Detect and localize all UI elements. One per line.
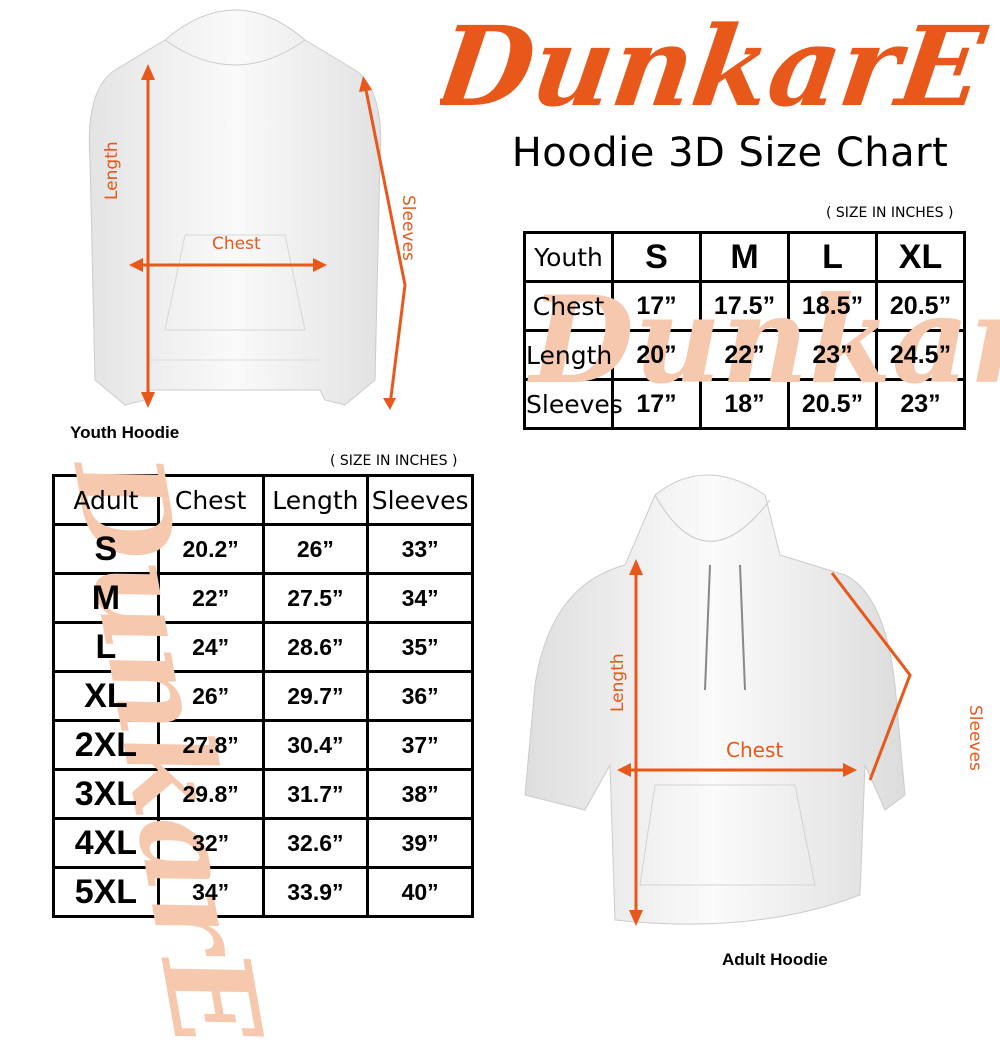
page-title: Hoodie 3D Size Chart bbox=[511, 130, 949, 176]
youth-header-cell: S bbox=[611, 231, 702, 283]
adult-row-label: S bbox=[52, 523, 160, 575]
adult-value-cell: 35” bbox=[366, 621, 474, 673]
youth-value-cell: 23” bbox=[787, 329, 878, 381]
adult-row-label: L bbox=[52, 621, 160, 673]
adult-value-cell: 38” bbox=[366, 768, 474, 820]
adult-table-header-row: Adult Chest Length Sleeves bbox=[52, 474, 474, 526]
youth-row-label: Length bbox=[523, 329, 614, 381]
adult-value-cell: 37” bbox=[366, 719, 474, 771]
adult-header-cell: Length bbox=[261, 474, 370, 526]
youth-table-row: Chest 17” 17.5” 18.5” 20.5” bbox=[523, 280, 966, 332]
adult-table-row: XL 26” 29.7” 36” bbox=[52, 670, 474, 722]
youth-value-cell: 18” bbox=[699, 378, 790, 430]
youth-header-cell: M bbox=[699, 231, 790, 283]
adult-value-cell: 34” bbox=[366, 572, 474, 624]
adult-value-cell: 30.4” bbox=[261, 719, 370, 771]
youth-header-cell: XL bbox=[875, 231, 966, 283]
adult-table-row: 5XL 34” 33.9” 40” bbox=[52, 866, 474, 918]
youth-value-cell: 17” bbox=[611, 378, 702, 430]
adult-sleeves-label: Sleeves bbox=[965, 705, 985, 771]
youth-header-cell: L bbox=[787, 231, 878, 283]
adult-value-cell: 33.9” bbox=[261, 866, 370, 918]
adult-row-label: 4XL bbox=[52, 817, 160, 869]
youth-chest-label: Chest bbox=[212, 234, 261, 254]
adult-table-row: 4XL 32” 32.6” 39” bbox=[52, 817, 474, 869]
adult-table-row: 2XL 27.8” 30.4” 37” bbox=[52, 719, 474, 771]
svg-text:DunkarE: DunkarE bbox=[440, 3, 994, 130]
adult-table-row: 3XL 29.8” 31.7” 38” bbox=[52, 768, 474, 820]
adult-header-cell: Adult bbox=[52, 474, 160, 526]
adult-value-cell: 26” bbox=[261, 523, 370, 575]
adult-value-cell: 24” bbox=[156, 621, 265, 673]
adult-value-cell: 28.6” bbox=[261, 621, 370, 673]
youth-row-label: Chest bbox=[523, 280, 614, 332]
brand-logo: DunkarE bbox=[440, 3, 994, 130]
adult-value-cell: 33” bbox=[366, 523, 474, 575]
adult-unit-note: ( SIZE IN INCHES ) bbox=[330, 453, 458, 469]
adult-chest-label: Chest bbox=[726, 738, 784, 762]
adult-size-table: Adult Chest Length Sleeves S 20.2” 26” 33” M 22” 2… bbox=[52, 474, 474, 918]
youth-value-cell: 20.5” bbox=[875, 280, 966, 332]
adult-table-row: L 24” 28.6” 35” bbox=[52, 621, 474, 673]
adult-value-cell: 31.7” bbox=[261, 768, 370, 820]
youth-table-header-row: Youth S M L XL bbox=[523, 231, 966, 283]
youth-length-label: Length bbox=[102, 141, 122, 200]
adult-value-cell: 22” bbox=[156, 572, 265, 624]
adult-row-label: 2XL bbox=[52, 719, 160, 771]
youth-size-table: Youth S M L XL Chest 17” 17.5” 18.5” 20.5” Length 2… bbox=[523, 231, 966, 430]
adult-value-cell: 34” bbox=[156, 866, 265, 918]
adult-value-cell: 27.5” bbox=[261, 572, 370, 624]
adult-table-row: M 22” 27.5” 34” bbox=[52, 572, 474, 624]
adult-value-cell: 32.6” bbox=[261, 817, 370, 869]
youth-hoodie-caption: Youth Hoodie bbox=[70, 423, 180, 442]
youth-sleeves-label: Sleeves bbox=[398, 195, 418, 261]
adult-length-label: Length bbox=[608, 653, 628, 712]
youth-table-row: Sleeves 17” 18” 20.5” 23” bbox=[523, 378, 966, 430]
youth-value-cell: 18.5” bbox=[787, 280, 878, 332]
adult-value-cell: 29.8” bbox=[156, 768, 265, 820]
adult-row-label: M bbox=[52, 572, 160, 624]
youth-value-cell: 23” bbox=[875, 378, 966, 430]
adult-row-label: 3XL bbox=[52, 768, 160, 820]
youth-row-label: Sleeves bbox=[523, 378, 623, 430]
youth-header-cell: Youth bbox=[523, 231, 614, 283]
adult-header-cell: Sleeves bbox=[366, 474, 474, 526]
adult-value-cell: 27.8” bbox=[156, 719, 265, 771]
adult-value-cell: 32” bbox=[156, 817, 265, 869]
youth-value-cell: 24.5” bbox=[875, 329, 966, 381]
adult-table-row: S 20.2” 26” 33” bbox=[52, 523, 474, 575]
youth-unit-note: ( SIZE IN INCHES ) bbox=[826, 205, 954, 221]
adult-row-label: 5XL bbox=[52, 866, 160, 918]
youth-value-cell: 17” bbox=[611, 280, 702, 332]
youth-hoodie-image bbox=[88, 9, 407, 410]
youth-value-cell: 20.5” bbox=[787, 378, 878, 430]
youth-value-cell: 22” bbox=[699, 329, 790, 381]
adult-value-cell: 20.2” bbox=[156, 523, 265, 575]
adult-value-cell: 39” bbox=[366, 817, 474, 869]
youth-table-row: Length 20” 22” 23” 24.5” bbox=[523, 329, 966, 381]
adult-value-cell: 26” bbox=[156, 670, 265, 722]
adult-row-label: XL bbox=[52, 670, 160, 722]
adult-hoodie-caption: Adult Hoodie bbox=[722, 950, 828, 969]
adult-hoodie-image bbox=[524, 474, 912, 926]
youth-value-cell: 20” bbox=[611, 329, 702, 381]
adult-header-cell: Chest bbox=[156, 474, 265, 526]
youth-value-cell: 17.5” bbox=[699, 280, 790, 332]
adult-value-cell: 36” bbox=[366, 670, 474, 722]
adult-value-cell: 29.7” bbox=[261, 670, 370, 722]
adult-value-cell: 40” bbox=[366, 866, 474, 918]
